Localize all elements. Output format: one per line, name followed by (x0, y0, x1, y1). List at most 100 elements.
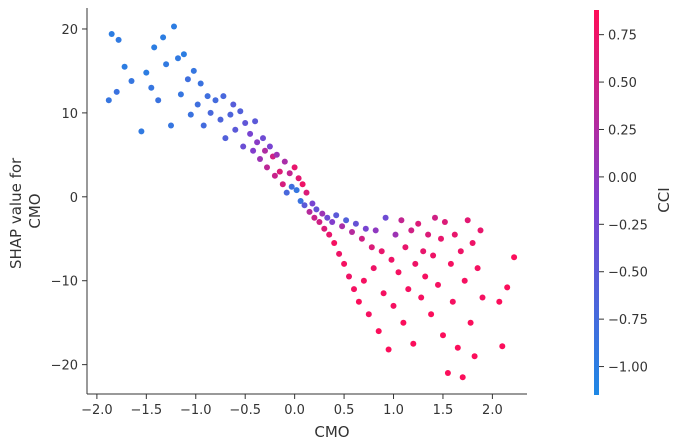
scatter-point (301, 202, 308, 209)
scatter-point (438, 235, 444, 242)
scatter-point (222, 135, 229, 142)
x-tick-label: 1.0 (383, 403, 404, 418)
scatter-point (283, 189, 290, 196)
scatter-point (160, 34, 167, 41)
scatter-point (352, 220, 359, 227)
scatter-point (440, 332, 446, 339)
scatter-point (351, 286, 357, 293)
scatter-point (339, 223, 346, 230)
scatter-point (451, 231, 458, 238)
scatter-point (372, 227, 379, 234)
scatter-point (148, 84, 155, 91)
scatter-point (257, 156, 263, 162)
y-tick-label: −20 (51, 359, 78, 374)
scatter-point (412, 260, 419, 267)
scatter-point (128, 78, 135, 84)
scatter-point (264, 164, 270, 171)
scatter-point (343, 217, 350, 224)
scatter-point (331, 240, 338, 246)
scatter-point (187, 111, 194, 118)
scatter-point (163, 61, 170, 68)
colorbar-tick-label: −0.75 (608, 313, 648, 328)
scatter-point (151, 44, 158, 51)
scatter-point (368, 244, 375, 251)
x-tick-label: −0.5 (229, 403, 261, 418)
y-tick-label: −10 (51, 275, 78, 290)
scatter-point (479, 294, 486, 301)
x-tick-label: −2.0 (81, 403, 113, 418)
x-tick-label: 0.0 (284, 403, 305, 418)
scatter-point (355, 298, 362, 305)
scatter-point (398, 217, 405, 224)
scatter-point (220, 93, 227, 100)
scatter-point (319, 210, 326, 217)
scatter-point (405, 286, 412, 293)
scatter-point (441, 219, 448, 225)
scatter-point (471, 353, 478, 360)
scatter-point (143, 69, 150, 76)
scatter-point (250, 147, 257, 154)
scatter-point (425, 231, 432, 238)
scatter-point (329, 219, 336, 225)
scatter-point (418, 294, 425, 301)
scatter-point (380, 290, 387, 297)
scatter-point (237, 108, 244, 115)
scatter-point (309, 200, 316, 207)
scatter-point (197, 80, 204, 87)
scatter-point (115, 36, 122, 43)
scatter-point (375, 328, 382, 335)
scatter-point (324, 214, 331, 221)
scatter-point (121, 63, 128, 70)
scatter-point (415, 220, 422, 227)
scatter-point (467, 319, 474, 326)
scatter-point (252, 118, 259, 125)
scatter-point (420, 248, 427, 255)
scatter-point (227, 111, 234, 118)
colorbar-tick-label: −1.00 (608, 361, 648, 376)
scatter-point (392, 231, 399, 238)
scatter-point (346, 273, 352, 280)
scatter-point (180, 51, 187, 58)
scatter-point (230, 101, 237, 108)
scatter-point (281, 158, 288, 165)
scatter-point (382, 214, 389, 221)
scatter-point (291, 164, 298, 171)
colorbar-label: CCI (655, 187, 673, 212)
scatter-point (279, 181, 286, 188)
x-tick-label: 2.0 (482, 403, 503, 418)
colorbar-tick-label: −0.50 (608, 266, 648, 281)
scatter-point (297, 198, 304, 204)
scatter-point (105, 97, 112, 104)
scatter-point (469, 240, 476, 246)
scatter-point (385, 346, 392, 353)
scatter-point (496, 298, 503, 305)
scatter-point (428, 311, 435, 318)
scatter-point (190, 67, 197, 74)
scatter-point (175, 55, 181, 62)
scatter-point (459, 374, 466, 381)
scatter-point (461, 277, 468, 284)
scatter-point (378, 248, 385, 255)
x-axis-ticks: −2.0 −1.5 −1.0 −0.5 0.0 0.5 1.0 1.5 2.0 (81, 394, 503, 418)
scatter-point (316, 219, 323, 225)
scatter-point (200, 122, 207, 129)
scatter-point (177, 91, 184, 98)
scatter-point (295, 175, 302, 182)
colorbar-tick-label: 0.50 (608, 76, 637, 91)
scatter-point (408, 227, 415, 234)
scatter-point (395, 269, 402, 276)
scatter-point (194, 101, 201, 108)
scatter-point (336, 250, 343, 257)
scatter-point (499, 343, 506, 350)
scatter-point (388, 256, 395, 263)
scatter-point (262, 147, 268, 154)
y-axis-label: SHAP value for CMO (7, 153, 44, 269)
scatter-point (390, 302, 397, 309)
scatter-point (303, 189, 310, 196)
scatter-point (276, 168, 283, 175)
scatter-point (477, 227, 484, 234)
scatter-point (464, 217, 471, 224)
y-tick-label: 0 (70, 191, 78, 206)
scatter-point (358, 235, 365, 242)
